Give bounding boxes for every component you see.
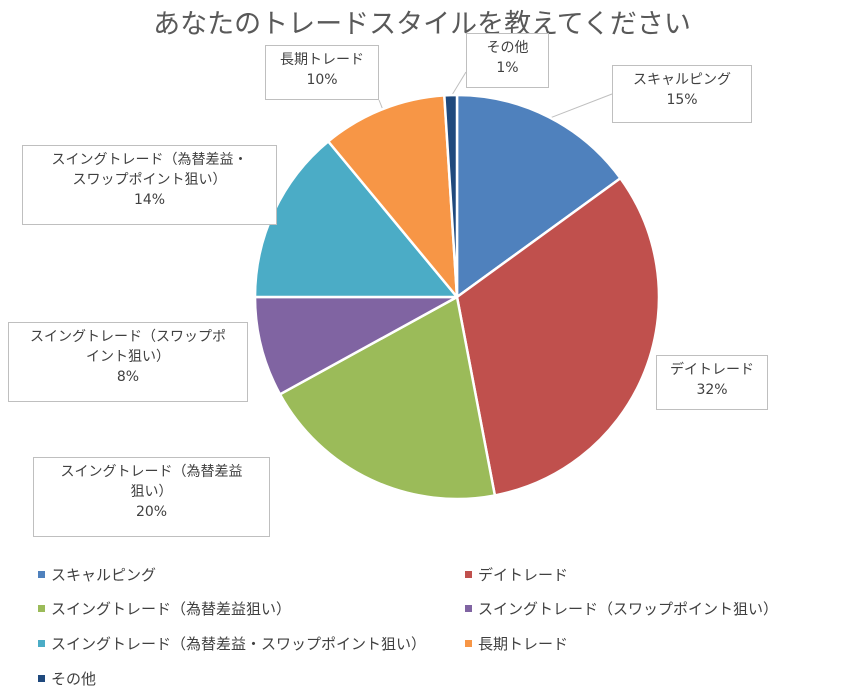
legend-swatch	[38, 675, 45, 682]
legend-swatch	[465, 640, 472, 647]
data-label-1: デイトレード 32%	[656, 355, 768, 410]
legend-label: スイングトレード（為替差益・スワップポイント狙い）	[51, 635, 427, 653]
legend-item-6: その他	[38, 668, 96, 689]
legend-item-3: スイングトレード（スワップポイント狙い）	[465, 598, 778, 619]
legend-item-4: スイングトレード（為替差益・スワップポイント狙い）	[38, 633, 426, 654]
pie-slice-2	[278, 295, 497, 501]
pie-slice-6	[443, 93, 459, 299]
data-label-2: スイングトレード（為替差益 狙い） 20%	[33, 457, 270, 537]
data-label-pct: 14%	[133, 192, 166, 208]
legend-swatch	[465, 605, 472, 612]
data-label-pct: 32%	[696, 382, 728, 398]
legend-item-1: デイトレード	[465, 564, 568, 585]
legend-item-0: スキャルピング	[38, 564, 156, 585]
data-label-6: その他 1%	[466, 33, 549, 88]
legend-label: 長期トレード	[478, 635, 569, 653]
data-label-text: イント狙い）	[86, 349, 170, 365]
leader-line-0	[547, 93, 613, 120]
data-label-pct: 15%	[666, 92, 698, 108]
legend-swatch	[465, 571, 472, 578]
data-label-text: スイングトレード（為替差益	[60, 464, 243, 480]
pie-slice-0	[455, 93, 622, 299]
legend-swatch	[38, 605, 45, 612]
legend-label: スキャルピング	[51, 566, 157, 584]
data-label-text: スキャルピング	[633, 72, 731, 88]
data-label-text: スワップポイント狙い）	[72, 172, 227, 188]
leader-line-6	[450, 71, 467, 98]
data-label-text: 狙い）	[130, 484, 173, 500]
data-label-5: 長期トレード 10%	[265, 45, 379, 100]
legend-label: デイトレード	[478, 566, 569, 584]
pie-slice-5	[326, 94, 459, 299]
data-label-text: スイングトレード（為替差益・	[51, 152, 248, 168]
pie-slice-1	[455, 177, 661, 497]
data-label-pct: 20%	[135, 504, 168, 520]
data-label-text: スイングトレード（スワップポ	[30, 329, 226, 345]
data-label-pct: 8%	[116, 369, 140, 385]
chart-title: あなたのトレードスタイルを教えてください	[153, 9, 691, 40]
data-label-3: スイングトレード（スワップポ イント狙い） 8%	[8, 322, 248, 402]
legend-item-2: スイングトレード（為替差益狙い）	[38, 598, 291, 619]
pie-slice-3	[253, 295, 459, 396]
pie-slices	[253, 93, 661, 501]
data-label-text: デイトレード	[670, 362, 754, 378]
data-label-4: スイングトレード（為替差益・ スワップポイント狙い） 14%	[22, 145, 277, 225]
data-label-text: その他	[486, 40, 529, 56]
legend-swatch	[38, 640, 45, 647]
legend-label: スイングトレード（スワップポイント狙い）	[478, 600, 779, 618]
legend-swatch	[38, 571, 45, 578]
legend-label: その他	[51, 670, 97, 688]
data-label-0: スキャルピング 15%	[612, 65, 752, 123]
legend-label: スイングトレード（為替差益狙い）	[51, 600, 292, 618]
data-label-text: 長期トレード	[280, 52, 364, 68]
data-label-pct: 1%	[496, 60, 519, 76]
legend-item-5: 長期トレード	[465, 633, 568, 654]
data-label-pct: 10%	[306, 72, 338, 88]
